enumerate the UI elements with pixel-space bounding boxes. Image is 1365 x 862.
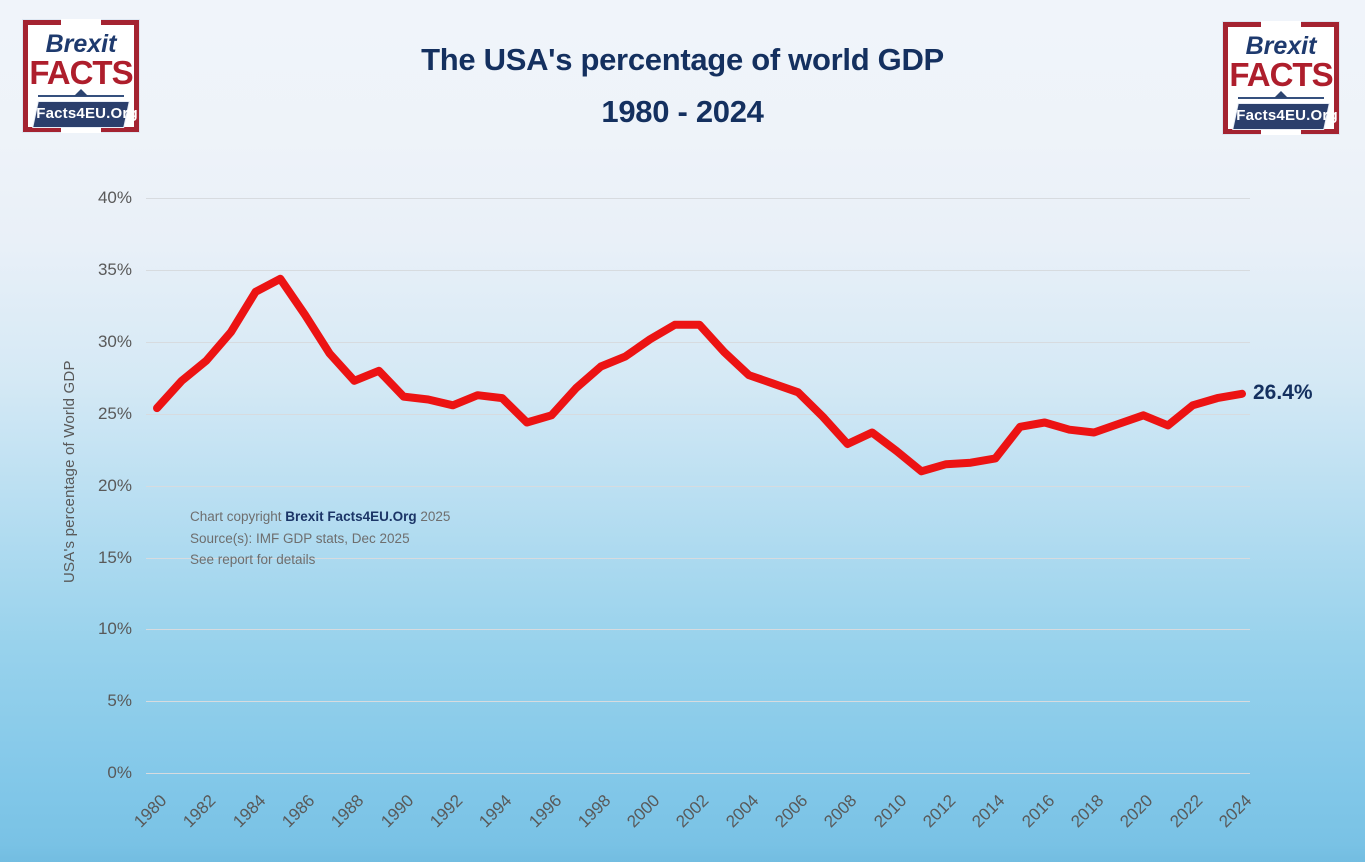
x-tick-label: 2024 [1215, 791, 1256, 832]
logo-facts-text: FACTS [29, 54, 133, 91]
logo-banner-label: Facts4EU.Org [36, 105, 138, 122]
x-tick-label: 2014 [968, 791, 1009, 832]
y-tick-label: 25% [97, 403, 132, 423]
line-end-value-label: 26.4% [1253, 381, 1313, 404]
logo-frame-gap-bottom [1261, 128, 1301, 135]
x-tick-label: 1990 [376, 791, 418, 832]
copyright-prefix: Chart copyright [190, 509, 286, 524]
x-tick-label: 2010 [870, 791, 911, 832]
copyright-line: Chart copyright Brexit Facts4EU.Org 2025 [190, 506, 450, 528]
chart-title-line1: The USA's percentage of world GDP [421, 42, 944, 77]
x-tick-label: 1996 [524, 791, 565, 832]
triangle-up-icon [74, 89, 88, 96]
logo-frame-gap-top [61, 19, 101, 26]
x-tick-label: 1994 [475, 791, 516, 832]
x-tick-label: 2004 [722, 791, 763, 832]
logo-facts-text: FACTS [1229, 56, 1333, 93]
x-tick-label: 1980 [130, 791, 171, 832]
gridline [146, 270, 1250, 272]
source-line: Source(s): IMF GDP stats, Dec 2025 [190, 530, 410, 546]
gridline [146, 701, 1250, 703]
x-tick-label: 2000 [623, 791, 664, 832]
x-tick-label: 1988 [327, 791, 368, 832]
y-axis-title: USA's percentage of World GDP [61, 360, 78, 584]
gridline [146, 557, 1250, 559]
logo-content: Brexit FACTS Facts4EU.Org [28, 25, 138, 127]
logo-banner: Facts4EU.Org [33, 102, 138, 127]
x-tick-label: 2018 [1067, 791, 1108, 832]
x-tick-label: 2022 [1165, 791, 1207, 832]
chart-annotation: Chart copyright Brexit Facts4EU.Org 2025… [190, 506, 450, 571]
y-tick-label: 5% [107, 691, 132, 711]
copyright-org: Brexit Facts4EU.Org [285, 509, 417, 524]
logo-divider-rule [38, 95, 124, 97]
note-line: See report for details [190, 552, 316, 567]
gridline [146, 629, 1250, 631]
x-tick-label: 2020 [1116, 791, 1157, 832]
brexit-facts-logo-right: Brexit FACTS Facts4EU.Org [1223, 21, 1339, 135]
y-tick-label: 10% [97, 619, 132, 639]
gridline [146, 342, 1250, 344]
x-tick-label: 1984 [228, 791, 270, 832]
gridline [146, 773, 1250, 774]
y-tick-label: 35% [97, 260, 132, 280]
y-tick-label: 20% [97, 475, 132, 495]
logo-banner: Facts4EU.Org [1233, 104, 1338, 129]
chart-title-line2: 1980 - 2024 [601, 94, 764, 129]
y-tick-label: 40% [97, 188, 132, 208]
x-tick-label: 2012 [919, 791, 960, 832]
x-tick-label: 2008 [820, 791, 861, 832]
logo-divider [38, 89, 124, 97]
logo-frame-gap-top [1261, 21, 1301, 28]
logo-frame-gap-bottom [61, 126, 101, 133]
gridline [146, 413, 1250, 415]
x-tick-label: 1982 [179, 791, 220, 832]
x-tick-label: 1986 [278, 791, 319, 832]
x-tick-label: 2006 [771, 791, 812, 832]
gridline [146, 198, 1250, 200]
usa-gdp-line [153, 274, 1246, 476]
y-tick-label: 15% [97, 547, 132, 567]
page-title: The USA's percentage of world GDP 1980 -… [160, 34, 1205, 138]
x-tick-label: 2002 [672, 791, 713, 832]
triangle-up-icon [1274, 91, 1288, 98]
copyright-year: 2025 [416, 509, 451, 524]
logo-brexit-text: Brexit [1245, 32, 1317, 60]
x-tick-label: 2016 [1017, 791, 1059, 832]
logo-divider [1238, 91, 1324, 99]
logo-brexit-text: Brexit [45, 30, 117, 58]
logo-content: Brexit FACTS Facts4EU.Org [1228, 27, 1338, 129]
y-tick-label: 30% [97, 332, 132, 352]
x-tick-label: 1992 [426, 791, 467, 832]
gridline [146, 485, 1250, 487]
logo-banner-label: Facts4EU.Org [1236, 107, 1338, 124]
y-tick-label: 0% [107, 763, 132, 782]
x-tick-label: 1998 [574, 791, 615, 832]
logo-divider-rule [1238, 97, 1324, 99]
brexit-facts-logo-left: Brexit FACTS Facts4EU.Org [23, 19, 139, 133]
